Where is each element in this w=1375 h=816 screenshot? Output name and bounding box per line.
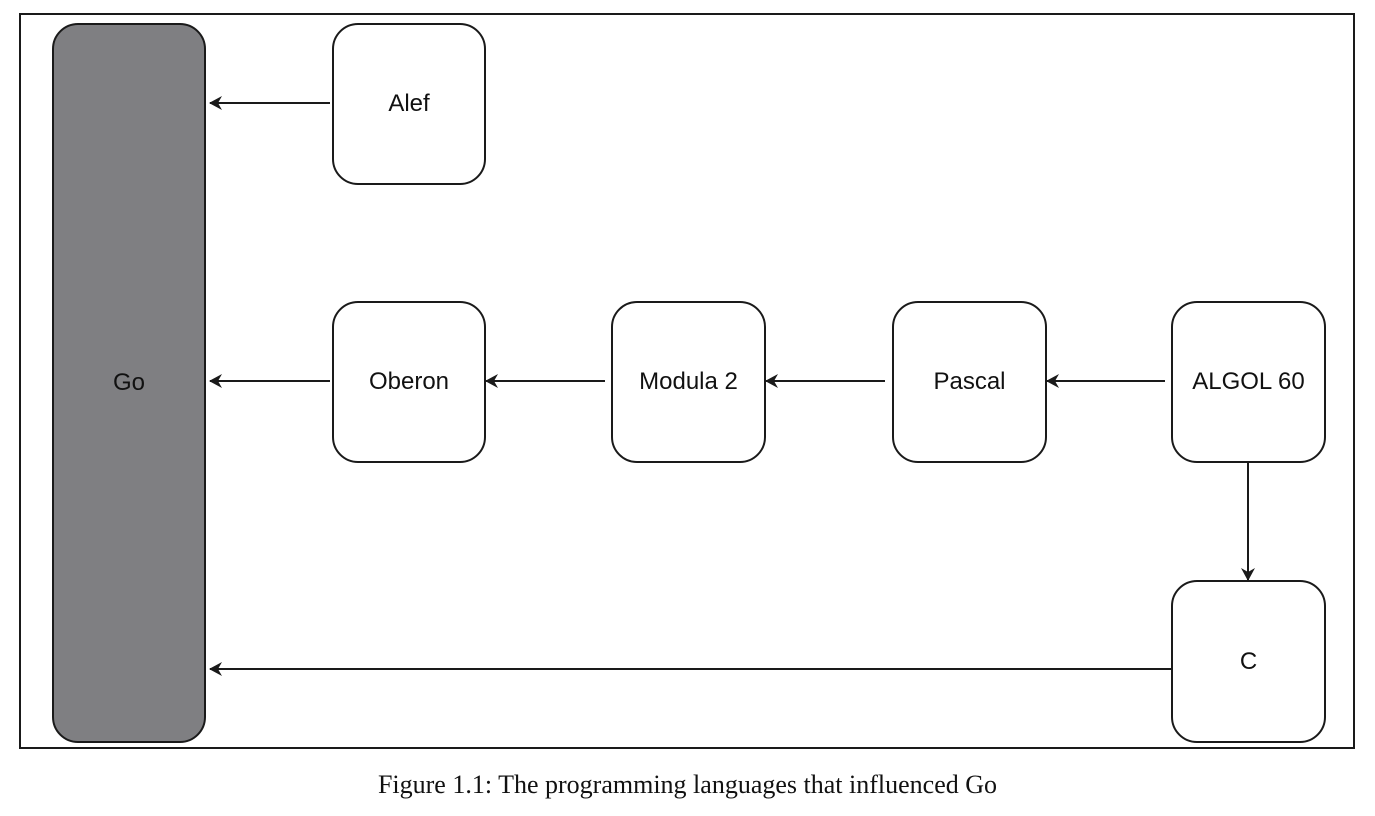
node-pascal-label: Pascal (933, 368, 1006, 395)
node-alef-label: Alef (388, 90, 430, 117)
node-oberon: Oberon (332, 301, 486, 463)
node-go: Go (52, 23, 206, 743)
node-c: C (1171, 580, 1326, 743)
node-pascal: Pascal (892, 301, 1047, 463)
figure-caption: Figure 1.1: The programming languages th… (377, 770, 998, 799)
node-algol60: ALGOL 60 (1171, 301, 1326, 463)
node-alef: Alef (332, 23, 486, 185)
node-c-label: C (1239, 647, 1258, 675)
node-modula2-label: Modula 2 (639, 368, 738, 395)
diagram-frame (19, 13, 1355, 749)
node-modula2: Modula 2 (611, 301, 766, 463)
node-algol60-label: ALGOL 60 (1192, 368, 1305, 395)
node-go-label: Go (112, 369, 145, 396)
node-oberon-label: Oberon (368, 368, 450, 395)
